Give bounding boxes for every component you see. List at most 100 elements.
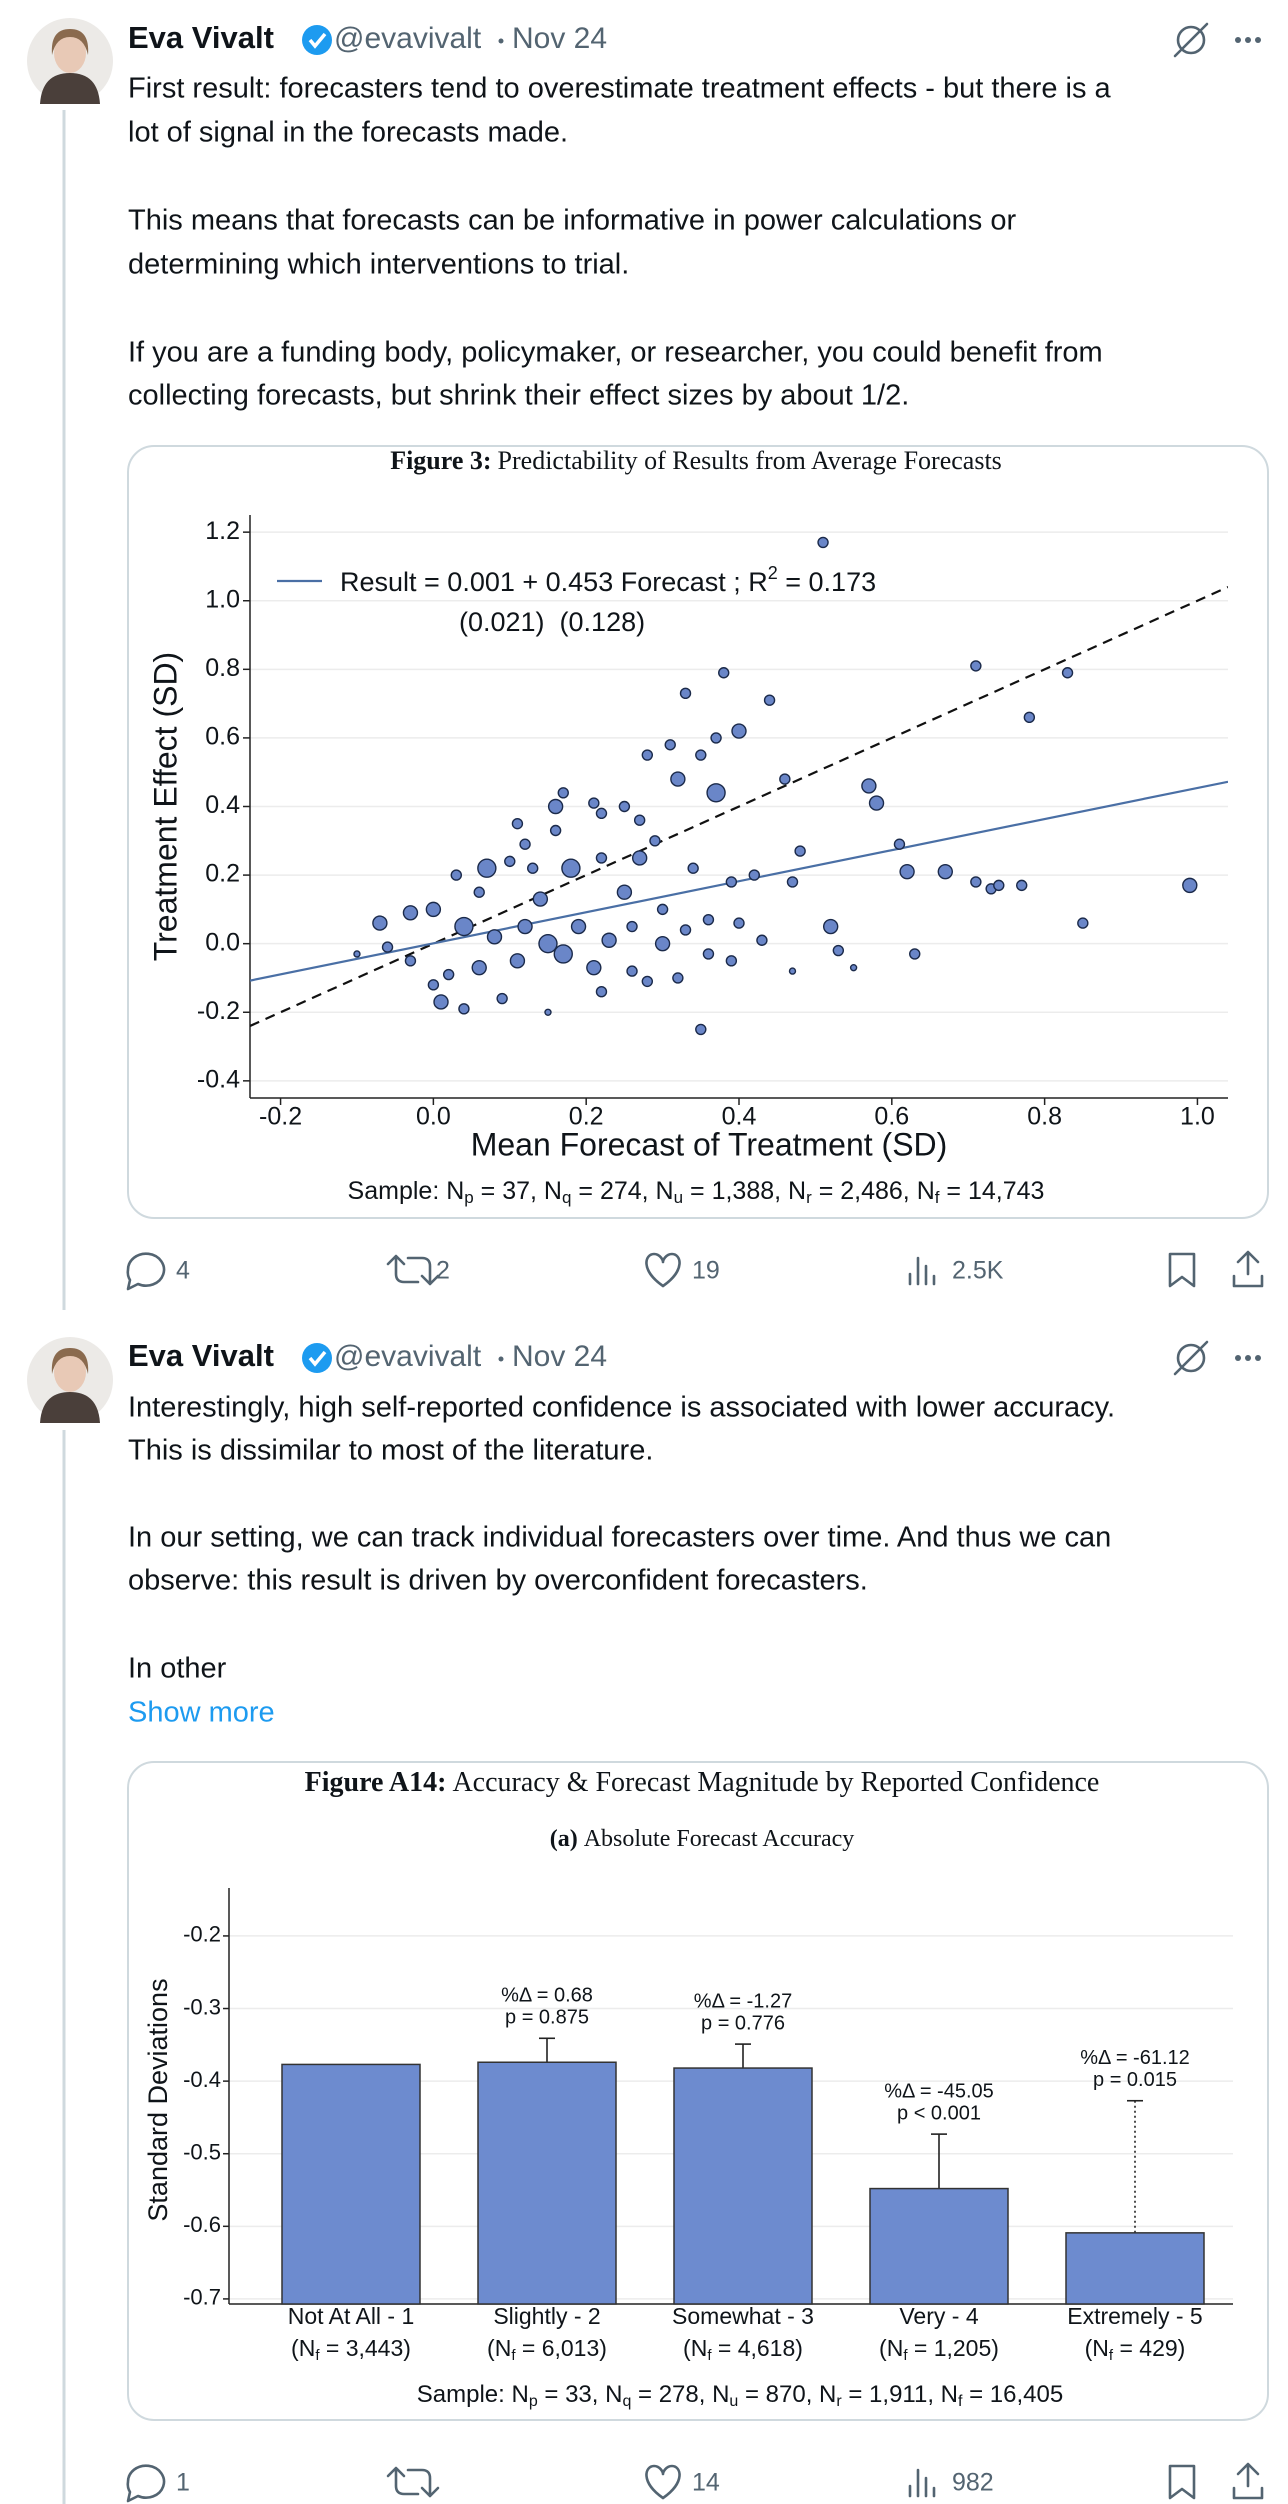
- point: [477, 858, 497, 878]
- x-tick-label: 1.0: [1180, 1103, 1215, 1131]
- bar-annotation: %Δ = -1.27: [694, 1990, 792, 2012]
- point: [1182, 877, 1198, 894]
- bar-annotation: p = 0.776: [701, 2012, 785, 2034]
- point: [937, 863, 953, 880]
- annotation: Result = 0.001 + 0.453 Forecast ; R2 = 0…: [340, 563, 876, 597]
- chart-title-text: Accuracy & Forecast Magnitude by Reporte…: [452, 1767, 1099, 1798]
- x-tick-note-part: f: [511, 2347, 516, 2364]
- tweet-date[interactable]: Nov 24: [512, 22, 607, 55]
- retweet-icon[interactable]: [386, 2466, 440, 2498]
- y-axis-label: Treatment Effect (SD): [147, 652, 183, 961]
- like-count: 14: [692, 2469, 720, 2497]
- x-tick-label: 0.2: [569, 1103, 604, 1131]
- reply-icon[interactable]: [126, 1252, 166, 1291]
- author-handle[interactable]: @evavivalt: [334, 22, 482, 55]
- more-button[interactable]: [1235, 1355, 1261, 1361]
- grok-button[interactable]: [1173, 1340, 1209, 1376]
- sample-note-part: r: [836, 2393, 842, 2410]
- point: [454, 916, 474, 937]
- chart-title-label: Figure 3:: [390, 446, 491, 475]
- annotation-part: = 0.173: [778, 567, 876, 597]
- action-bar: 4 2 19 2.5K: [126, 1250, 1264, 1291]
- point: [756, 934, 768, 946]
- point: [702, 913, 715, 926]
- annotation: (0.021) (0.128): [459, 607, 645, 637]
- like-icon[interactable]: [645, 1252, 681, 1288]
- point: [509, 953, 526, 969]
- point: [641, 975, 654, 988]
- bookmark-icon[interactable]: [1168, 2464, 1196, 2500]
- point: [786, 876, 799, 888]
- views-icon[interactable]: [908, 1256, 936, 1286]
- point: [517, 918, 533, 935]
- point: [595, 807, 608, 820]
- reply-count: 4: [176, 1257, 190, 1285]
- share-icon[interactable]: [1232, 1250, 1264, 1288]
- tweet-date[interactable]: Nov 24: [512, 1340, 607, 1373]
- views-icon[interactable]: [908, 2468, 936, 2498]
- x-tick-note-part: = 4,618): [712, 2335, 803, 2361]
- show-more[interactable]: Show more: [128, 1697, 275, 1729]
- grok-button[interactable]: [1173, 22, 1209, 58]
- more-button[interactable]: [1235, 37, 1261, 43]
- point: [733, 917, 745, 929]
- point: [561, 858, 581, 878]
- point: [496, 992, 508, 1005]
- point: [549, 824, 562, 837]
- sample-note-part: Sample: N: [348, 1177, 465, 1205]
- like-icon[interactable]: [645, 2464, 681, 2500]
- point: [626, 965, 638, 977]
- separator: [498, 38, 504, 44]
- action-bar: 1 14 982: [126, 2462, 1264, 2503]
- y-axis-label: Standard Deviations: [143, 1978, 173, 2221]
- sample-note: Sample: Np = 33, Nq = 278, Nu = 870, Nr …: [417, 2381, 1063, 2410]
- point: [595, 852, 608, 864]
- point: [664, 739, 676, 751]
- point: [748, 869, 760, 881]
- point: [1016, 879, 1028, 892]
- avatar[interactable]: [27, 1337, 113, 1423]
- point: [1023, 711, 1036, 724]
- sample-note-part: u: [674, 1188, 683, 1207]
- x-tick-label: Slightly - 2: [493, 2303, 600, 2329]
- bar: [1065, 2232, 1205, 2305]
- y-tick-label: -0.3: [183, 1994, 221, 2019]
- sample-note-part: = 274, N: [571, 1177, 673, 1205]
- point: [425, 901, 442, 918]
- x-tick-note-part: (N: [487, 2335, 511, 2361]
- point: [654, 935, 671, 952]
- author-name[interactable]: Eva Vivalt: [128, 20, 274, 55]
- sample-note-part: = 14,743: [939, 1177, 1044, 1205]
- avatar[interactable]: [27, 18, 113, 104]
- x-tick-label: -0.2: [259, 1103, 302, 1131]
- media-card[interactable]: [127, 1761, 1269, 2421]
- point: [899, 863, 915, 880]
- author-name[interactable]: Eva Vivalt: [128, 1338, 274, 1373]
- sample-note-part: = 870, N: [738, 2381, 836, 2408]
- point: [706, 783, 726, 803]
- share-icon[interactable]: [1232, 2462, 1264, 2500]
- point: [433, 994, 449, 1010]
- reply-icon[interactable]: [126, 2464, 166, 2503]
- x-tick-label: Extremely - 5: [1067, 2303, 1202, 2329]
- bar-annotation: p = 0.875: [505, 2007, 589, 2029]
- y-tick-label: 1.2: [205, 517, 240, 545]
- media-card[interactable]: [127, 445, 1269, 1219]
- point: [402, 905, 419, 921]
- x-tick-label: 0.6: [874, 1103, 909, 1131]
- bar: [477, 2061, 617, 2305]
- y-tick-label: -0.6: [183, 2212, 221, 2237]
- point: [570, 918, 587, 935]
- y-tick-label: -0.2: [183, 1922, 221, 1947]
- point: [353, 950, 361, 958]
- bar: [869, 2187, 1009, 2305]
- x-tick-note-part: (N: [291, 2335, 315, 2361]
- point: [893, 838, 906, 850]
- bookmark-icon[interactable]: [1168, 1252, 1196, 1288]
- chart-title-label: Figure A14:: [305, 1767, 447, 1798]
- y-tick-label: -0.5: [183, 2140, 221, 2165]
- retweet-icon[interactable]: [386, 1254, 440, 1286]
- point: [649, 835, 661, 847]
- author-handle[interactable]: @evavivalt: [334, 1340, 482, 1373]
- point: [861, 778, 877, 794]
